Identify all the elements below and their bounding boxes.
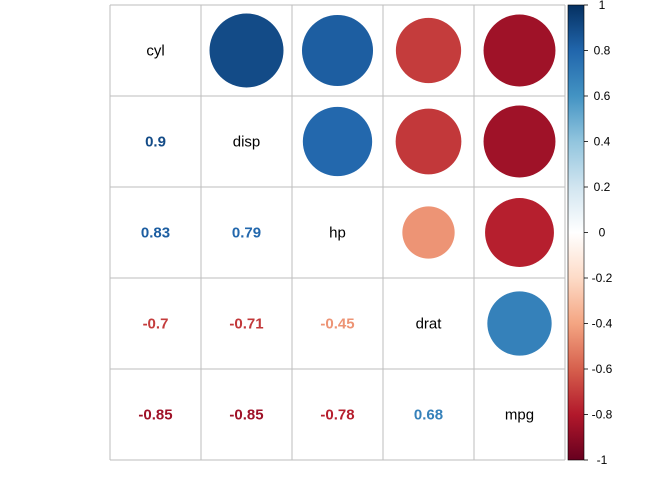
grid — [109, 4, 566, 461]
colorbar-tick-label: 0.4 — [594, 135, 611, 149]
corr-value-hp-disp: 0.79 — [232, 225, 261, 242]
colorbar-tick-label: -0.8 — [592, 408, 613, 422]
corr-value-mpg-drat: 0.68 — [414, 407, 443, 424]
corr-circle-hp-drat — [402, 206, 455, 259]
corr-circle-cyl-disp — [209, 13, 284, 88]
corr-circle-disp-mpg — [483, 105, 556, 178]
colorbar-tick-label: -0.6 — [592, 362, 613, 376]
corr-value-drat-hp: -0.45 — [320, 316, 354, 333]
corr-value-hp-cyl: 0.83 — [141, 225, 170, 242]
diagonal-label-cyl: cyl — [146, 43, 164, 60]
corr-value-mpg-hp: -0.78 — [320, 407, 354, 424]
corr-value-mpg-cyl: -0.85 — [138, 407, 172, 424]
corr-circle-drat-mpg — [487, 291, 552, 356]
diagonal-label-drat: drat — [416, 316, 443, 333]
corr-circle-hp-mpg — [485, 198, 554, 267]
colorbar-gradient — [568, 5, 584, 460]
colorbar: -1 -0.8 -0.6 -0.4 -0.2 0 0.2 0.4 0.6 0.8 1 — [567, 0, 613, 467]
diagonal-label-hp: hp — [329, 225, 346, 242]
corr-value-mpg-disp: -0.85 — [229, 407, 263, 424]
corr-circle-disp-drat — [395, 108, 462, 175]
diagonal-label-disp: disp — [233, 134, 261, 151]
colorbar-tick-label: 0 — [599, 226, 606, 240]
corr-value-disp-cyl: 0.9 — [145, 134, 166, 151]
corr-value-drat-disp: -0.71 — [229, 316, 263, 333]
correlation-cells: cyl 0.9 disp 0.83 0.79 hp -0.7 -0.71 -0.45 drat -0… — [138, 13, 556, 424]
colorbar-tick-label: -0.2 — [592, 271, 613, 285]
corr-circle-cyl-hp — [301, 14, 374, 87]
colorbar-tick-label: -0.4 — [592, 317, 613, 331]
colorbar-tick-label: 0.8 — [594, 44, 611, 58]
colorbar-tick-label: 1 — [599, 0, 606, 12]
colorbar-tick-label: 0.6 — [594, 89, 611, 103]
corr-circle-cyl-mpg — [483, 14, 556, 87]
corr-value-drat-cyl: -0.7 — [143, 316, 169, 333]
corr-circle-disp-hp — [302, 106, 373, 177]
corr-circle-cyl-drat — [395, 17, 462, 84]
diagonal-label-mpg: mpg — [505, 407, 534, 424]
colorbar-tick-label: -1 — [597, 453, 608, 467]
colorbar-tick-label: 0.2 — [594, 180, 611, 194]
